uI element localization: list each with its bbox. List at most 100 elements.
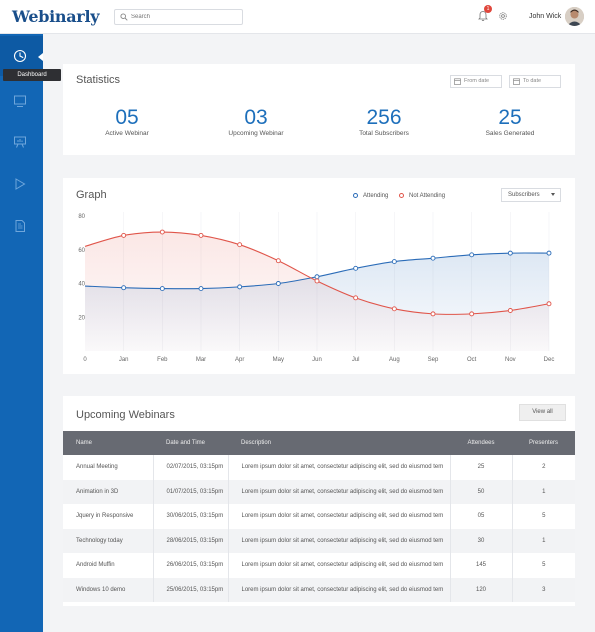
- stat-label: Upcoming Webinar: [228, 130, 284, 137]
- x-tick-label: Jun: [312, 357, 322, 363]
- x-tick-label: Mar: [196, 357, 206, 363]
- stat-upcoming-webinar: 03 Upcoming Webinar: [196, 107, 316, 137]
- stat-active-webinar: 05 Active Webinar: [67, 107, 187, 137]
- data-point: [391, 259, 397, 265]
- legend-attending: Attending: [353, 193, 388, 199]
- to-date-field[interactable]: To date: [509, 75, 561, 88]
- column-header-presenters[interactable]: Presenters: [528, 440, 558, 446]
- data-point: [314, 278, 320, 284]
- cell-date: 28/06/2015, 03:15pm: [153, 528, 229, 553]
- graph-title: Graph: [76, 189, 107, 201]
- x-tick-label: Jul: [352, 357, 360, 363]
- cell-presenters: 1: [542, 488, 546, 495]
- cell-date: 30/06/2015, 03:15pm: [153, 504, 229, 529]
- legend-not-attending: Not Attending: [399, 193, 445, 199]
- x-tick-label: Feb: [157, 357, 168, 363]
- sidebar-item-monitor[interactable]: [0, 81, 43, 121]
- monitor-icon: [14, 95, 26, 107]
- cell-presenters: 5: [542, 562, 546, 569]
- cell-name: Technology today: [63, 528, 154, 553]
- sidebar-item-documents[interactable]: [0, 206, 43, 246]
- column-header-name[interactable]: Name: [76, 440, 93, 446]
- data-point: [353, 295, 359, 301]
- data-point: [546, 250, 552, 256]
- x-tick-label: Oct: [467, 357, 477, 363]
- legend-marker: [399, 193, 404, 198]
- stat-value: 05: [115, 106, 139, 129]
- gear-icon[interactable]: [498, 11, 508, 21]
- data-point: [507, 308, 513, 313]
- cell-date: 01/07/2015, 03:15pm: [153, 479, 229, 504]
- stat-label: Total Subscribers: [359, 130, 409, 137]
- legend-marker: [353, 193, 358, 198]
- top-bar: Webinarly 1 John Wick: [0, 0, 595, 34]
- statistics-card: Statistics From date To date 05 Active W…: [63, 64, 575, 155]
- metric-select[interactable]: Subscribers: [501, 188, 561, 202]
- stat-value: 03: [244, 106, 268, 129]
- app-logo[interactable]: Webinarly: [12, 7, 100, 26]
- data-point: [546, 301, 552, 307]
- notification-badge: 1: [484, 5, 492, 13]
- sidebar: [0, 34, 43, 632]
- table-row[interactable]: Windows 10 demo 25/06/2015, 03:15pm Lore…: [63, 577, 575, 602]
- stat-total-subscribers: 256 Total Subscribers: [324, 107, 444, 137]
- view-all-button[interactable]: View all: [519, 404, 566, 421]
- cell-attendees: 120: [450, 577, 513, 602]
- cell-attendees: 25: [450, 455, 513, 480]
- table-row[interactable]: Technology today 28/06/2015, 03:15pm Lor…: [63, 528, 575, 553]
- cell-presenters: 1: [542, 537, 546, 544]
- from-date-label: From date: [464, 78, 490, 84]
- legend-label: Not Attending: [409, 193, 446, 200]
- stat-value: 256: [366, 106, 402, 129]
- document-icon: [15, 220, 25, 232]
- cell-attendees: 05: [450, 504, 513, 529]
- data-point: [121, 285, 127, 291]
- x-tick-label: Nov: [505, 357, 516, 363]
- cell-date: 25/06/2015, 03:15pm: [153, 577, 229, 602]
- calendar-icon: [513, 78, 520, 85]
- stat-value: 25: [498, 106, 522, 129]
- x-tick-label: Aug: [389, 357, 400, 363]
- cell-name: Windows 10 demo: [63, 577, 154, 602]
- stat-label: Sales Generated: [485, 130, 535, 137]
- metric-select-value: Subscribers: [508, 192, 540, 198]
- stat-label: Active Webinar: [105, 130, 149, 137]
- data-point: [469, 311, 475, 317]
- table-row[interactable]: Jquery in Responsive 30/06/2015, 03:15pm…: [63, 504, 575, 529]
- sidebar-item-presentation[interactable]: [0, 122, 43, 162]
- data-point: [198, 232, 204, 238]
- table-row[interactable]: Android Muffin 26/06/2015, 03:15pm Lorem…: [63, 553, 575, 578]
- table-row[interactable]: Annual Meeting 02/07/2015, 03:15pm Lorem…: [63, 455, 575, 480]
- from-date-field[interactable]: From date: [450, 75, 502, 88]
- cell-presenters: 5: [542, 513, 546, 520]
- column-header-date[interactable]: Date and Time: [166, 440, 206, 446]
- search-input[interactable]: [131, 11, 239, 23]
- search-icon: [120, 13, 128, 21]
- logo-text: Webinarly: [12, 7, 100, 26]
- user-name[interactable]: John Wick: [529, 13, 562, 20]
- y-tick-label: 40: [78, 282, 85, 288]
- data-point: [353, 265, 359, 271]
- avatar-image: [565, 7, 584, 26]
- data-point: [507, 250, 513, 256]
- stat-sales-generated: 25 Sales Generated: [450, 107, 570, 137]
- column-header-attendees[interactable]: Attendees: [467, 440, 495, 446]
- cell-description: Lorem ipsum dolor sit amet, consectetur …: [228, 528, 451, 553]
- y-tick-label: 60: [78, 248, 85, 254]
- data-point: [121, 232, 127, 238]
- data-point: [430, 255, 436, 261]
- chevron-down-icon: [551, 193, 555, 196]
- avatar[interactable]: [565, 7, 584, 26]
- y-tick-label: 20: [78, 315, 85, 321]
- line-chart: 80 60 40 20 0 Jan Feb Mar Apr May Jun Jul Aug Sep Oct N…: [78, 212, 554, 363]
- sidebar-item-play[interactable]: [0, 164, 43, 204]
- table-row[interactable]: Animation in 3D 01/07/2015, 03:15pm Lore…: [63, 479, 575, 504]
- sidebar-tooltip: Dashboard: [3, 69, 61, 81]
- cell-name: Animation in 3D: [63, 479, 154, 504]
- cell-presenters: 2: [542, 464, 546, 471]
- column-header-description[interactable]: Description: [241, 440, 272, 446]
- search-box[interactable]: [114, 9, 243, 25]
- statistics-title: Statistics: [76, 74, 121, 86]
- cell-date: 02/07/2015, 03:15pm: [153, 455, 229, 480]
- cell-description: Lorem ipsum dolor sit amet, consectetur …: [228, 479, 451, 504]
